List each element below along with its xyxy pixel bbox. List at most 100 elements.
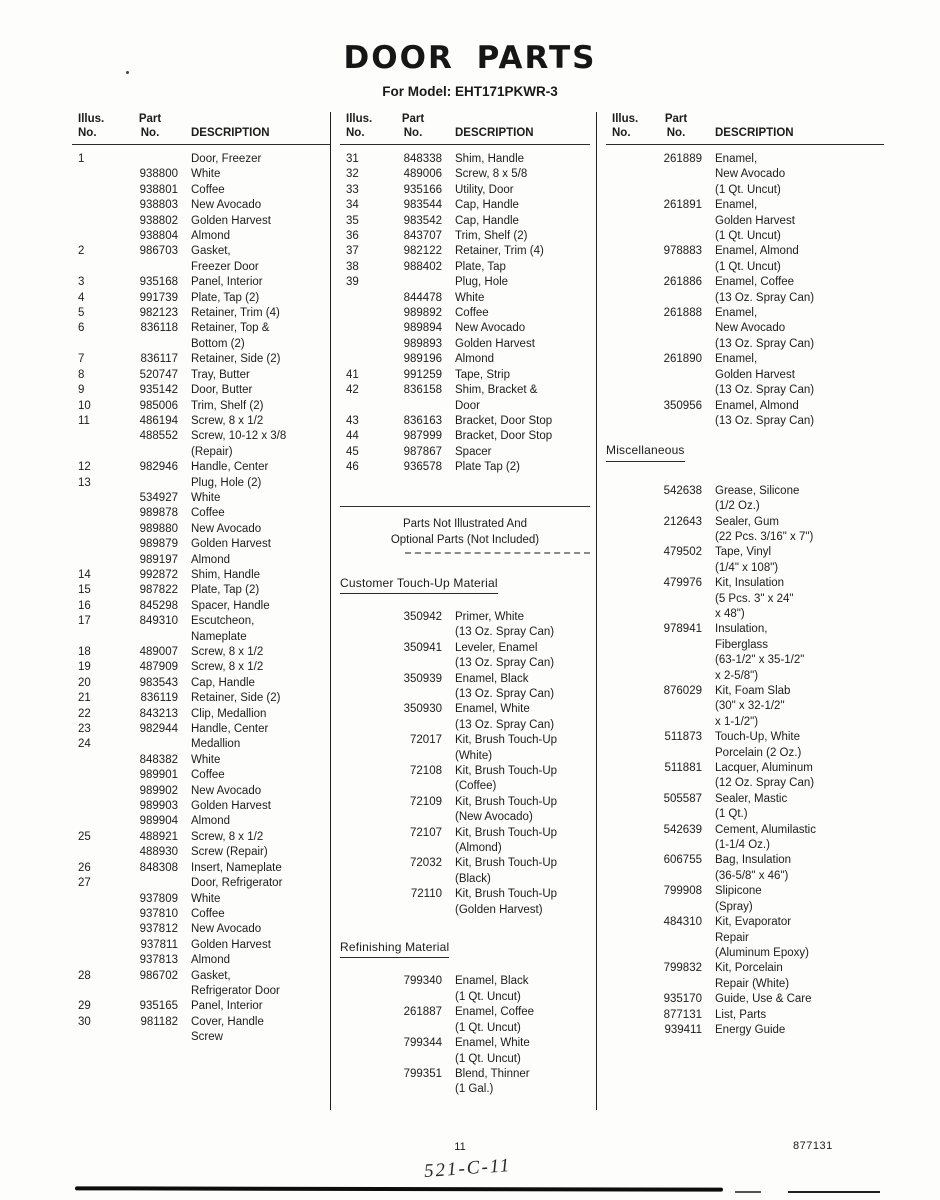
part-no: 981182 [140, 1015, 178, 1028]
part-row: 23 982944 Handle, Center [72, 722, 330, 737]
part-row: 939411 Energy Guide [606, 1023, 884, 1038]
part-no [122, 737, 178, 752]
part-description: Kit, Brush Touch-Up (New Avocado) [455, 795, 558, 824]
illus-no: 36 [346, 230, 359, 243]
illus-no: 19 [78, 661, 91, 674]
part-no: 486194 [139, 414, 178, 427]
part-row: 989196 Almond [340, 352, 590, 367]
part-no: 212643 [663, 515, 702, 528]
part-row: 27 Door, Refrigerator [72, 876, 330, 891]
part-row: 989904 Almond [72, 814, 330, 829]
handwritten-note: 521-C-11 [423, 1154, 513, 1183]
part-description: New Avocado [191, 923, 262, 936]
part-no: 987822 [139, 584, 178, 597]
illus-no [72, 167, 122, 182]
part-row: 29 935165 Panel, Interior [72, 999, 330, 1014]
part-row: 938802 Golden Harvest [72, 214, 330, 229]
illus-no [72, 522, 122, 537]
part-no: 479502 [663, 546, 702, 559]
part-description: Golden Harvest [455, 337, 535, 350]
illus-no [606, 823, 650, 854]
part-no: 261886 [663, 276, 702, 289]
part-row: 542639 Cement, Alumilastic (1-1/4 Oz.) [606, 823, 884, 854]
page-number: 11 [454, 1141, 466, 1153]
part-description: Screw, 8 x 5/8 [455, 168, 528, 181]
part-no: 989903 [139, 800, 178, 813]
illus-no [72, 753, 122, 768]
illus-no: 2 [78, 245, 85, 258]
illus-no: 44 [346, 430, 359, 443]
part-row: 17 849310 Escutcheon, Nameplate [72, 614, 330, 645]
part-description: Plate Tap (2) [455, 461, 520, 474]
illus-no: 9 [78, 384, 85, 397]
part-description: Retainer, Side (2) [191, 353, 281, 366]
part-description: Cover, Handle Screw [191, 1015, 264, 1044]
illus-no [606, 275, 650, 306]
illus-no [606, 792, 650, 823]
illus-no [606, 545, 650, 576]
illus-no: 1 [78, 153, 85, 165]
part-description: Sealer, Mastic (1 Qt.) [715, 792, 788, 821]
illus-no [340, 733, 384, 764]
part-no: 989904 [139, 815, 178, 828]
part-row: 30 981182 Cover, Handle Screw [72, 1015, 330, 1046]
part-description: Shim, Bracket & Door [455, 384, 538, 412]
part-no: 520747 [139, 368, 178, 381]
part-no [122, 876, 178, 891]
illus-no [72, 922, 122, 937]
table-header: Illus. No. Part No. DESCRIPTION [72, 112, 330, 145]
part-description: Trim, Shelf (2) [191, 399, 264, 412]
part-row: 989893 Golden Harvest [340, 337, 590, 352]
illus-no [72, 907, 122, 922]
part-description: Plug, Hole [455, 276, 509, 289]
illus-no: 5 [78, 307, 85, 320]
part-row: 511881 Lacquer, Aluminum (12 Oz. Spray Ca… [606, 761, 884, 792]
part-row: 261887 Enamel, Coffee (1 Qt. Uncut) [340, 1005, 590, 1036]
part-row: 938800 White [72, 167, 330, 182]
part-description: Enamel, Coffee (1 Qt. Uncut) [455, 1006, 535, 1034]
scan-artifact-dashes [735, 1191, 761, 1193]
part-row: 350939 Enamel, Black (13 Oz. Spray Can) [340, 672, 590, 703]
model-subtitle: For Model: EHT171PKWR-3 [382, 84, 558, 99]
part-row: 44 987999 Bracket, Door Stop [340, 429, 590, 444]
illus-no [606, 576, 650, 622]
illus-no: 16 [78, 599, 91, 612]
part-description: Primer, White (13 Oz. Spray Can) [455, 610, 555, 639]
part-description: Golden Harvest [191, 938, 271, 951]
illus-no [606, 1008, 650, 1023]
part-no: 935170 [663, 993, 702, 1006]
illus-no [340, 856, 384, 887]
part-no: 350939 [403, 672, 442, 685]
part-no: 937810 [139, 907, 178, 920]
part-row: 43 836163 Bracket, Door Stop [340, 414, 590, 429]
illus-no [340, 352, 384, 367]
part-row: 534927 White [72, 491, 330, 506]
parts-column-2: Illus. No. Part No. DESCRIPTION 31 848338… [330, 112, 597, 1110]
part-description: Cap, Handle [191, 676, 255, 689]
part-description: White [191, 892, 221, 905]
illus-no [72, 845, 122, 860]
part-row: 978883 Enamel, Almond (1 Qt. Uncut) [606, 244, 884, 275]
part-description: Almond [191, 230, 230, 243]
part-no: 937812 [139, 923, 178, 936]
table-header: Illus. No. Part No. DESCRIPTION [606, 112, 884, 145]
part-no: 350941 [403, 641, 442, 654]
illus-no: 4 [78, 291, 85, 304]
illus-no [72, 553, 122, 568]
part-description: Retainer, Top & Bottom (2) [191, 322, 270, 350]
part-row: 989892 Coffee [340, 306, 590, 321]
part-description: Plug, Hole (2) [191, 476, 262, 489]
illus-no [606, 853, 650, 884]
part-no: 72110 [410, 888, 442, 901]
part-no: 876029 [663, 685, 702, 697]
part-no: 489006 [403, 168, 442, 181]
illus-no [606, 730, 650, 761]
part-no: 938801 [139, 183, 178, 196]
part-row: 799351 Blend, Thinner (1 Gal.) [340, 1067, 590, 1098]
part-no: 991259 [403, 368, 442, 381]
part-description: Grease, Silicone (1/2 Oz.) [715, 484, 800, 513]
part-row: 42 836158 Shim, Bracket & Door [340, 383, 590, 414]
illus-no [340, 826, 384, 857]
part-description: Door, Refrigerator [191, 877, 283, 890]
